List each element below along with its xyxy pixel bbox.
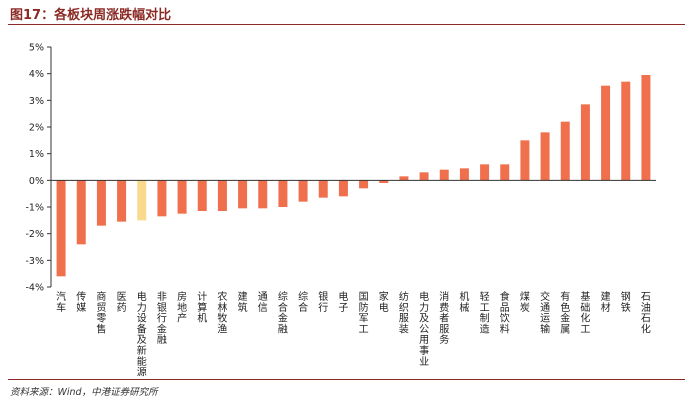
bar <box>500 164 510 181</box>
y-tick-label: -4% <box>26 283 45 294</box>
category-label: 建材 <box>601 290 611 314</box>
y-tick-label: 0% <box>29 176 44 187</box>
category-label: 非银行金融 <box>157 291 167 346</box>
category-label: 钢铁 <box>621 290 631 314</box>
bar <box>601 85 611 181</box>
bar <box>399 176 409 181</box>
category-label: 房地产 <box>177 290 187 325</box>
bar <box>298 180 308 202</box>
y-tick-label: 5% <box>29 43 44 54</box>
category-label: 机械 <box>459 290 469 314</box>
bar <box>621 81 631 181</box>
bar <box>520 140 530 181</box>
category-label: 计算机 <box>197 290 207 325</box>
bar <box>137 180 147 221</box>
bar <box>419 172 429 181</box>
category-label: 传媒 <box>76 291 86 314</box>
category-label: 食品饮料 <box>500 290 510 335</box>
category-label: 煤炭 <box>520 290 530 314</box>
y-tick-label: 4% <box>29 69 44 80</box>
category-label: 轻工制造 <box>480 290 490 335</box>
bar <box>459 168 469 181</box>
bar-series <box>56 75 651 277</box>
category-label: 银行 <box>318 290 328 314</box>
category-label: 建筑 <box>238 290 248 314</box>
bar <box>359 180 369 189</box>
y-tick-label: 2% <box>29 123 44 134</box>
bar <box>96 180 106 226</box>
category-label: 消费者服务 <box>439 290 449 346</box>
bar <box>278 180 288 207</box>
category-label: 家电 <box>379 290 389 314</box>
category-label: 国防军工 <box>359 291 369 335</box>
bar <box>197 180 207 211</box>
y-tick-label: -3% <box>26 256 45 267</box>
bar <box>56 180 66 277</box>
category-label: 电力设备及新能源 <box>137 290 147 379</box>
y-tick-label: -1% <box>26 203 45 214</box>
bar <box>157 180 167 217</box>
bar <box>641 75 651 181</box>
category-label: 交通运输 <box>540 290 550 335</box>
bar <box>480 164 490 181</box>
bar <box>177 180 187 214</box>
category-label: 电力及公用事业 <box>419 290 429 368</box>
category-label: 农林牧渔 <box>217 290 227 335</box>
bar <box>117 180 127 222</box>
category-label: 电子 <box>338 290 348 314</box>
category-label: 石油石化 <box>641 292 651 335</box>
bar <box>439 169 449 181</box>
source-note: 资料来源：Wind，中港证券研究所 <box>10 387 158 398</box>
bar <box>338 180 348 197</box>
bar <box>76 180 86 245</box>
bar <box>540 132 550 181</box>
category-label: 有色金属 <box>560 290 570 335</box>
category-label: 商贸零售 <box>96 290 106 335</box>
category-label: 通信 <box>258 291 268 314</box>
bar <box>318 180 328 198</box>
footer-rule <box>8 379 685 380</box>
y-tick-label: -2% <box>26 229 45 240</box>
y-tick-label: 1% <box>29 149 44 160</box>
bar <box>258 180 268 209</box>
bar <box>580 104 590 181</box>
category-label: 综合 <box>298 290 308 314</box>
category-label: 基础化工 <box>580 290 590 335</box>
y-axis: 5% 4% 3% 2% 1% 0% -1% -2% -3% -4% <box>26 43 52 294</box>
bar <box>238 180 248 209</box>
bar <box>560 121 570 181</box>
category-label: 综合金融 <box>278 290 288 335</box>
figure-title: 图17：各板块周涨跌幅对比 <box>10 8 172 23</box>
bar <box>217 180 227 211</box>
y-tick-label: 3% <box>29 96 44 107</box>
title-rule <box>8 24 685 25</box>
bar <box>379 180 389 183</box>
category-label: 纺织服装 <box>399 290 409 335</box>
category-label: 汽车 <box>56 290 66 314</box>
category-label: 医药 <box>117 291 127 314</box>
